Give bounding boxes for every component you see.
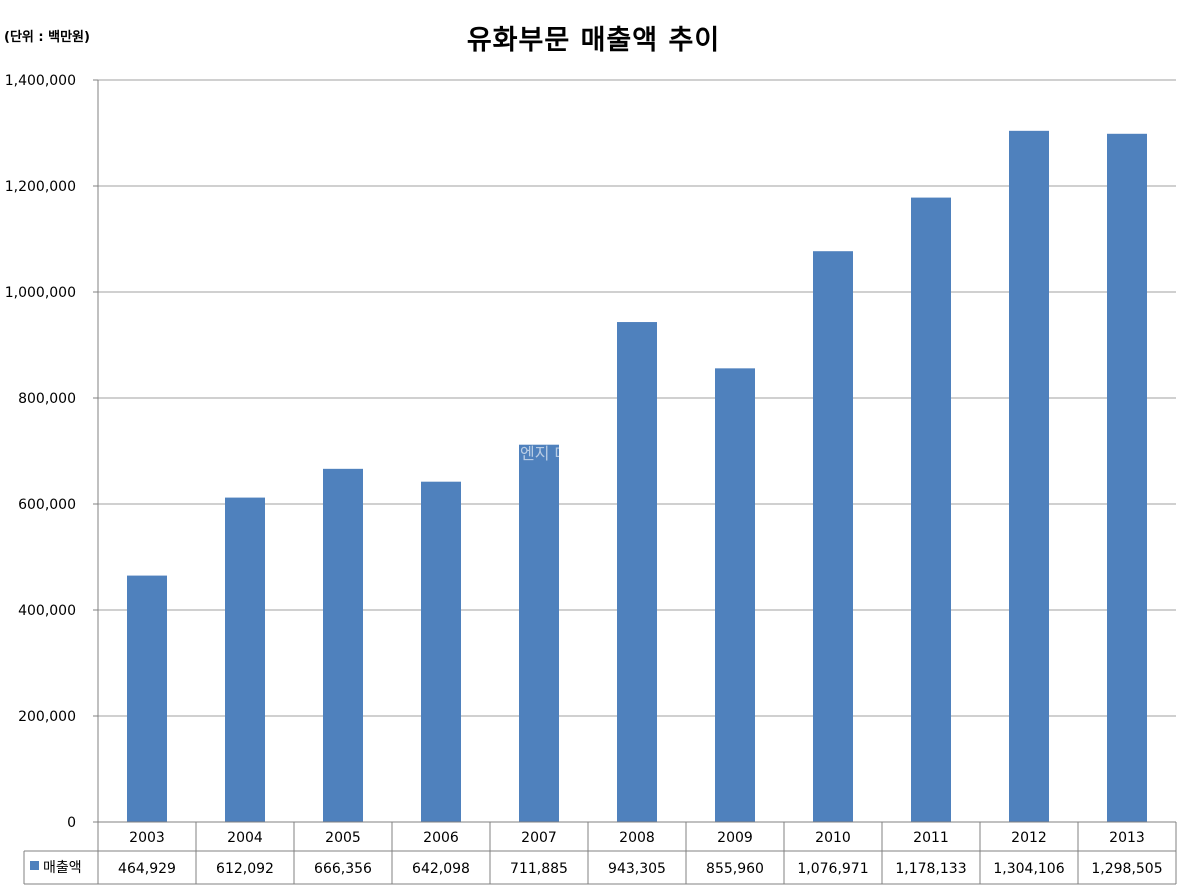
category-label: 2003 (129, 830, 165, 846)
bars (127, 130, 1147, 823)
unit-label: (단위 : 백만원) (4, 30, 90, 45)
category-label: 2006 (423, 830, 459, 846)
y-tick-label: 400,000 (18, 603, 76, 619)
value-label: 943,305 (608, 861, 666, 877)
bar-2008 (617, 322, 657, 822)
category-label: 2013 (1109, 830, 1145, 846)
data-table: 2003 464,929 2004 612,092 2005 666,356 2006 642… (23, 821, 1177, 885)
y-tick-label: 1,200,000 (5, 179, 76, 195)
value-label: 1,178,133 (895, 861, 966, 877)
value-label: 464,929 (118, 861, 176, 877)
value-label: 1,076,971 (797, 861, 868, 877)
value-label: 1,298,505 (1091, 861, 1162, 877)
y-tick-label: 600,000 (18, 497, 76, 513)
value-label: 855,960 (706, 861, 764, 877)
category-label: 2011 (913, 830, 949, 846)
value-label: 1,304,106 (993, 861, 1064, 877)
bar-2010 (813, 251, 853, 822)
category-label: 2012 (1011, 830, 1047, 846)
y-tick-label: 800,000 (18, 391, 76, 407)
category-label: 2010 (815, 830, 851, 846)
bar-2004 (225, 497, 265, 822)
chart-title: 유화부문 매출액 추이 (466, 25, 721, 56)
category-label: 2009 (717, 830, 753, 846)
value-label: 642,098 (412, 861, 470, 877)
bar-2005 (323, 468, 363, 822)
legend-label: 매출액 (43, 860, 82, 876)
watermark: 엔지 데일리 (520, 444, 599, 463)
y-tick-label: 1,400,000 (5, 73, 76, 89)
bar-2013 (1107, 133, 1147, 822)
y-axis-ticks: 0 200,000 400,000 600,000 800,000 1,000,000 1,… (5, 73, 98, 831)
bar-2011 (911, 197, 951, 823)
bar-2012 (1009, 130, 1049, 822)
bar-2007 (519, 444, 559, 822)
category-label: 2008 (619, 830, 655, 846)
value-label: 666,356 (314, 861, 372, 877)
category-label: 2005 (325, 830, 361, 846)
y-tick-label: 200,000 (18, 709, 76, 725)
bar-2006 (421, 481, 461, 822)
bar-2009 (715, 368, 755, 822)
value-label: 711,885 (510, 861, 568, 877)
value-label: 612,092 (216, 861, 274, 877)
legend-swatch (30, 861, 39, 870)
y-tick-label: 1,000,000 (5, 285, 76, 301)
category-label: 2004 (227, 830, 263, 846)
bar-2003 (127, 575, 167, 822)
category-label: 2007 (521, 830, 557, 846)
y-tick-label: 0 (67, 815, 76, 831)
